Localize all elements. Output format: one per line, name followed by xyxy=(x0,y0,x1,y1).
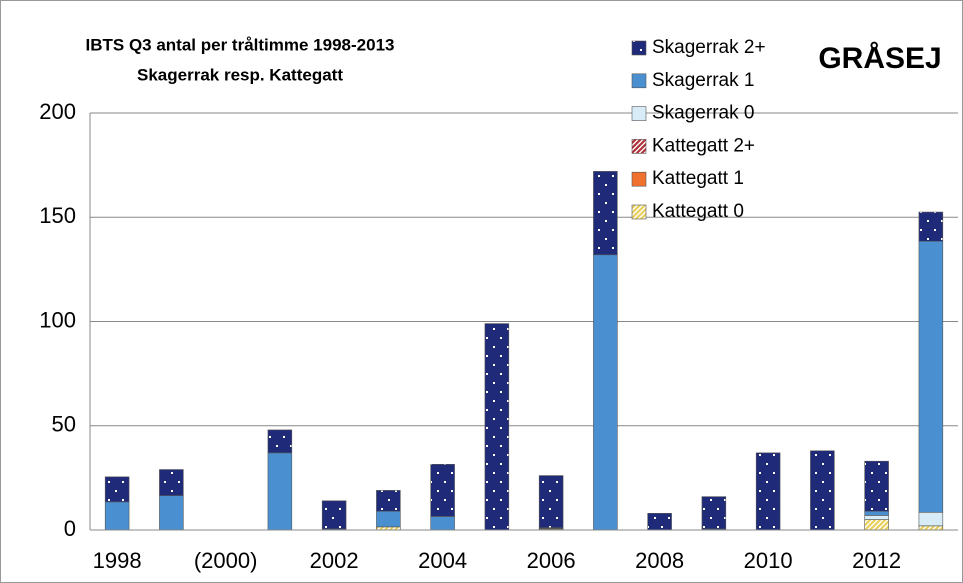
bar-segment xyxy=(104,476,130,503)
bar-segment xyxy=(267,429,293,454)
legend-label: Kattegatt 0 xyxy=(652,201,744,222)
legend-swatch xyxy=(631,204,647,220)
bar-segment xyxy=(376,510,401,528)
bar-segment xyxy=(538,475,564,529)
bar-segment xyxy=(864,460,889,512)
legend-swatch xyxy=(631,106,647,121)
bar-segment xyxy=(918,511,944,527)
legend-label: Kattegatt 1 xyxy=(652,168,744,189)
bar-segment xyxy=(864,515,889,520)
legend-swatch xyxy=(631,40,647,56)
legend-label: Skagerrak 0 xyxy=(652,103,754,124)
x-tick-label: 2010 xyxy=(744,548,793,573)
bar-segment xyxy=(376,490,401,512)
bar-segment xyxy=(918,240,944,513)
bar-segment xyxy=(267,452,293,531)
bar-segment xyxy=(810,450,835,531)
legend-swatch xyxy=(631,171,647,187)
bar-segment xyxy=(918,211,944,242)
legend-swatch xyxy=(631,73,647,89)
y-tick-label: 50 xyxy=(52,412,76,437)
bar-segment xyxy=(593,171,618,256)
bar-segment xyxy=(484,323,510,531)
bar-segment xyxy=(430,464,455,517)
y-tick-label: 200 xyxy=(39,99,76,124)
y-tick-label: 150 xyxy=(39,203,76,228)
chart-subtitle: Skagerrak resp. Kattegatt xyxy=(137,65,343,84)
bar-segment xyxy=(864,519,889,531)
x-tick-label: 2008 xyxy=(635,548,684,573)
bar-segment xyxy=(104,501,130,531)
y-tick-label: 0 xyxy=(64,516,76,541)
bar-segment xyxy=(701,496,727,530)
bar-segment xyxy=(593,254,618,531)
bar-segment xyxy=(430,516,455,531)
legend-label: Skagerrak 1 xyxy=(652,70,754,91)
x-tick-label: (2000) xyxy=(194,548,258,573)
x-tick-label: 2004 xyxy=(418,548,467,573)
x-tick-label: 1998 xyxy=(93,548,142,573)
bar-segment xyxy=(647,513,672,531)
bar-segment xyxy=(159,495,184,531)
bar-segment xyxy=(864,510,889,516)
bar-segment xyxy=(159,469,184,496)
bar-segment xyxy=(918,525,944,531)
x-tick-label: 2012 xyxy=(852,548,901,573)
bar-segment xyxy=(321,500,347,530)
x-tick-label: 2006 xyxy=(527,548,576,573)
legend-swatch xyxy=(631,139,647,154)
x-tick-label: 2002 xyxy=(310,548,359,573)
annotation: GRÅSEJ xyxy=(818,42,941,75)
y-tick-label: 100 xyxy=(39,307,76,332)
chart-title: IBTS Q3 antal per tråltimme 1998-2013 xyxy=(86,35,395,54)
bar-segment xyxy=(755,452,781,531)
legend-label: Skagerrak 2+ xyxy=(652,37,766,58)
legend-label: Kattegatt 2+ xyxy=(652,135,755,156)
